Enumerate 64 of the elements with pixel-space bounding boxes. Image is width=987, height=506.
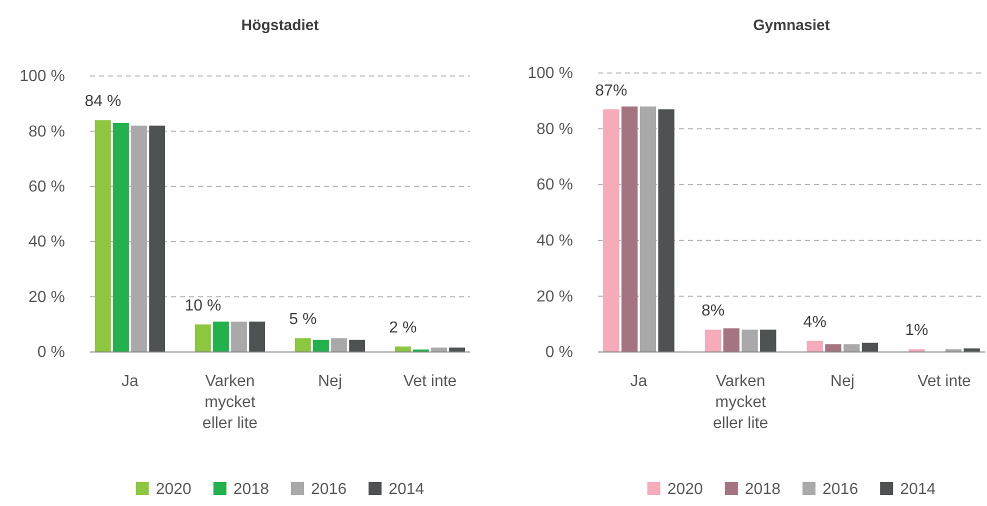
bar xyxy=(825,344,842,352)
legend-label: 2016 xyxy=(311,481,347,498)
x-tick-label: Varken mycket eller lite xyxy=(202,373,258,432)
x-tick-label: Varken mycket eller lite xyxy=(713,373,768,432)
bar xyxy=(431,348,447,352)
data-label: 5 % xyxy=(289,311,317,328)
bar xyxy=(213,322,229,352)
bar xyxy=(603,109,620,352)
bar xyxy=(704,330,722,352)
bar xyxy=(295,338,311,352)
bar xyxy=(658,109,674,352)
y-tick-label: 0 % xyxy=(545,344,573,362)
legend-label: 2014 xyxy=(388,481,424,498)
x-tick-label: Nej xyxy=(830,373,854,390)
y-tick-label: 20 % xyxy=(536,288,573,306)
bar xyxy=(149,126,165,352)
data-label: 10 % xyxy=(184,297,222,314)
y-tick-label: 60 % xyxy=(536,176,573,194)
x-tick-label: Vet inte xyxy=(403,373,457,390)
legend-label: 2016 xyxy=(822,481,858,498)
bar xyxy=(723,328,740,352)
legend-label: 2020 xyxy=(156,481,192,498)
bar xyxy=(249,322,265,352)
bar xyxy=(331,338,347,352)
legend-label: 2018 xyxy=(744,481,781,498)
y-tick-label: 80 % xyxy=(28,123,65,140)
x-tick-label: Vet inte xyxy=(918,373,972,390)
bar xyxy=(195,324,211,352)
data-label: 4% xyxy=(803,314,826,331)
y-tick-label: 40 % xyxy=(28,234,65,251)
chart-title: Högstadiet xyxy=(241,17,319,34)
y-tick-label: 40 % xyxy=(536,232,573,250)
y-tick-label: 20 % xyxy=(28,288,65,306)
bar xyxy=(844,344,860,352)
bar xyxy=(806,340,823,352)
y-tick-label: 100 % xyxy=(20,68,65,86)
bar xyxy=(621,106,638,352)
x-tick-label: Nej xyxy=(318,373,342,390)
bar xyxy=(908,349,925,352)
data-label: 1% xyxy=(905,322,928,340)
bar xyxy=(231,322,247,352)
y-tick-label: 100 % xyxy=(528,65,573,82)
x-tick-label: Ja xyxy=(122,373,139,390)
bar xyxy=(313,340,329,352)
data-label: 84 % xyxy=(84,93,122,110)
y-tick-label: 80 % xyxy=(536,120,573,138)
chart-title: Gymnasiet xyxy=(753,17,830,34)
data-label: 2 % xyxy=(389,319,417,336)
bar xyxy=(760,330,776,352)
x-tick-label: Ja xyxy=(630,373,648,390)
bar xyxy=(95,120,111,352)
bar xyxy=(395,346,411,352)
bar xyxy=(862,342,878,352)
data-label: 87% xyxy=(595,82,628,100)
legend-label: 2018 xyxy=(233,481,270,498)
y-tick-label: 0 % xyxy=(37,344,65,362)
y-tick-label: 60 % xyxy=(28,178,65,196)
legend-label: 2014 xyxy=(900,481,936,498)
data-label: 8% xyxy=(701,302,725,320)
bar xyxy=(449,348,465,352)
bar xyxy=(113,122,129,352)
bar xyxy=(742,330,758,352)
legend-label: 2020 xyxy=(667,481,704,498)
bar xyxy=(349,340,365,352)
